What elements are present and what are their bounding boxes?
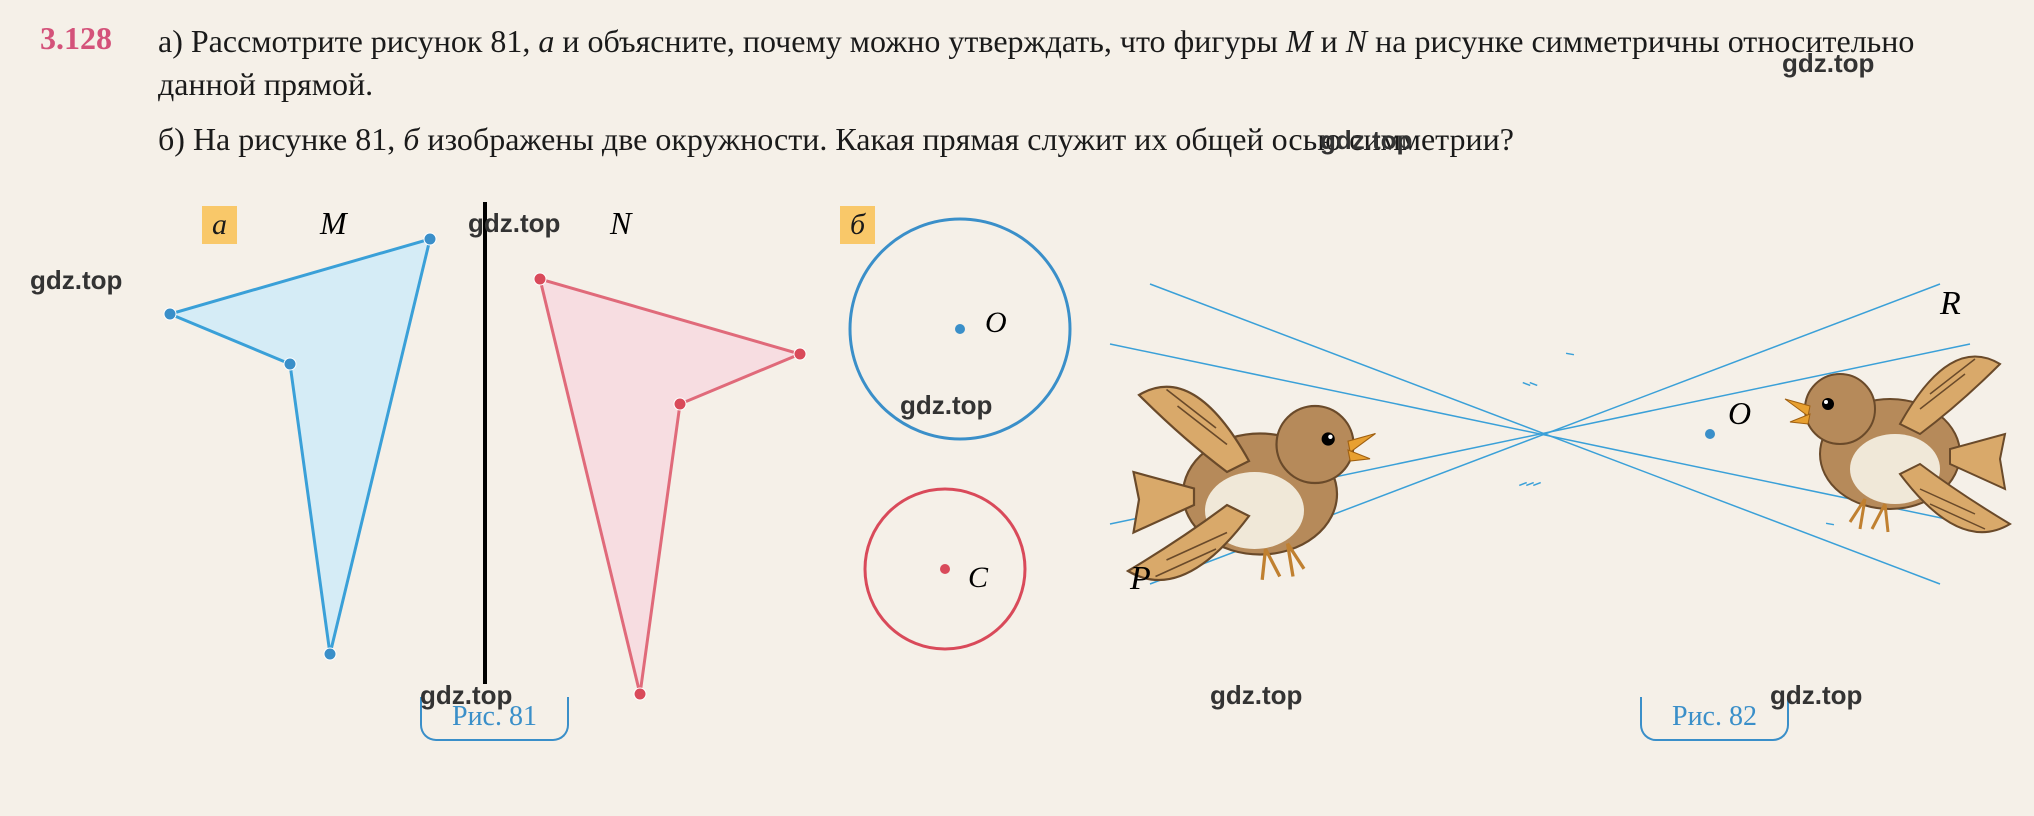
svg-text:M: M — [319, 205, 349, 241]
watermark: gdz.top — [1782, 48, 1874, 79]
part-a-mid2: и — [1313, 23, 1346, 59]
watermark: gdz.top — [420, 680, 512, 711]
part-a: а) Рассмотрите рисунок 81, а и объясните… — [158, 20, 1958, 106]
watermark: gdz.top — [1210, 680, 1302, 711]
part-b-em: б — [403, 121, 419, 157]
problem-body: а) Рассмотрите рисунок 81, а и объясните… — [158, 20, 1958, 174]
watermark: gdz.top — [1320, 125, 1412, 156]
part-a-pre: а) Рассмотрите рисунок 81, — [158, 23, 538, 59]
watermark: gdz.top — [1770, 680, 1862, 711]
fig82-caption: Рис. 82 — [1640, 697, 1789, 741]
figure-82: O P R Рис. 82 — [1070, 184, 2020, 744]
svg-text:R: R — [1939, 285, 1961, 322]
part-b: б) На рисунке 81, б изображены две окруж… — [158, 118, 1958, 161]
svg-text:P: P — [1129, 560, 1151, 597]
svg-text:N: N — [609, 205, 633, 241]
watermark: gdz.top — [900, 390, 992, 421]
figures-row: а б MNOC Рис. 81 OPR Рис. 82 — [40, 184, 1994, 744]
part-b-pre: б) На рисунке 81, — [158, 121, 403, 157]
svg-text:C: C — [968, 561, 989, 594]
part-a-em-N: N — [1346, 23, 1367, 59]
part-a-em-M: M — [1286, 23, 1313, 59]
problem-number: 3.128 — [40, 20, 150, 57]
svg-text:O: O — [985, 306, 1007, 339]
part-a-em-1: а — [538, 23, 554, 59]
fig81-svg: M N O C — [40, 184, 1090, 744]
figure-81: а б MNOC Рис. 81 — [40, 184, 1040, 744]
panel-a-label: а — [202, 206, 237, 244]
watermark: gdz.top — [468, 208, 560, 239]
problem-row: 3.128 а) Рассмотрите рисунок 81, а и объ… — [40, 20, 1994, 174]
svg-text:O: O — [1728, 395, 1751, 431]
fig82-svg: O P R — [1070, 184, 2020, 744]
part-a-mid1: и объясните, почему можно утверждать, чт… — [554, 23, 1286, 59]
panel-b-label: б — [840, 206, 875, 244]
watermark: gdz.top — [30, 265, 122, 296]
